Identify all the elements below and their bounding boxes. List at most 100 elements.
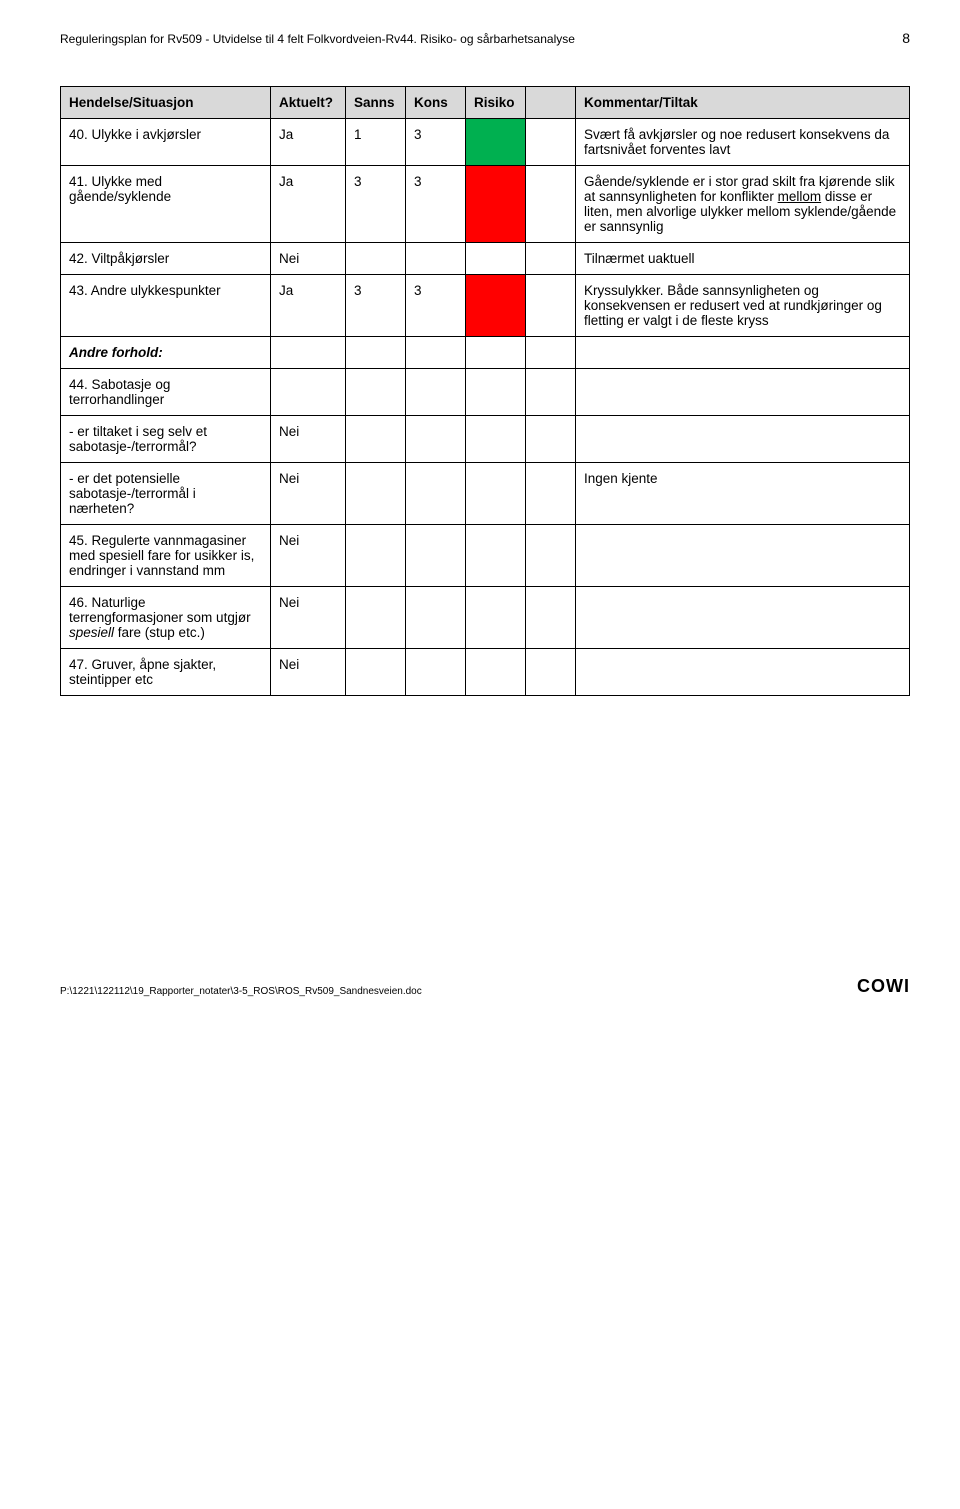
row-aktuelt: Nei (271, 416, 346, 463)
row-kommentar (576, 587, 910, 649)
row-sanns (346, 243, 406, 275)
row-kommentar (576, 416, 910, 463)
page-number: 8 (902, 30, 910, 46)
row-kommentar: Ingen kjente (576, 463, 910, 525)
th-empty (526, 87, 576, 119)
row-risiko-color (466, 166, 526, 243)
row-aktuelt: Nei (271, 243, 346, 275)
row-risiko-color (466, 243, 526, 275)
table-row: Andre forhold: (61, 337, 910, 369)
table-row: 44. Sabotasje og terrorhandlinger (61, 369, 910, 416)
row-sanns (346, 649, 406, 696)
row-empty (526, 166, 576, 243)
row-empty (526, 649, 576, 696)
footer-path: P:\1221\122112\19_Rapporter_notater\3-5_… (60, 986, 422, 997)
row-sanns: 1 (346, 119, 406, 166)
table-row: - er tiltaket i seg selv et sabotasje-/t… (61, 416, 910, 463)
row-label: 46. Naturlige terrengformasjoner som utg… (61, 587, 271, 649)
row-kommentar: Svært få avkjørsler og noe redusert kons… (576, 119, 910, 166)
row-label: 42. Viltpåkjørsler (61, 243, 271, 275)
table-row: 46. Naturlige terrengformasjoner som utg… (61, 587, 910, 649)
row-empty (526, 463, 576, 525)
row-kons (406, 416, 466, 463)
th-risiko: Risiko (466, 87, 526, 119)
row-label: 40. Ulykke i avkjørsler (61, 119, 271, 166)
row-aktuelt: Nei (271, 587, 346, 649)
row-aktuelt: Nei (271, 463, 346, 525)
row-kons: 3 (406, 275, 466, 337)
page: Reguleringsplan for Rv509 - Utvidelse ti… (0, 0, 960, 716)
row-label: - er tiltaket i seg selv et sabotasje-/t… (61, 416, 271, 463)
table-header-row: Hendelse/Situasjon Aktuelt? Sanns Kons R… (61, 87, 910, 119)
empty-cell (466, 337, 526, 369)
row-kommentar: Kryssulykker. Både sannsynligheten og ko… (576, 275, 910, 337)
row-kons (406, 649, 466, 696)
row-kons: 3 (406, 166, 466, 243)
row-aktuelt: Nei (271, 525, 346, 587)
row-kons (406, 369, 466, 416)
row-label: - er det potensielle sabotasje-/terrormå… (61, 463, 271, 525)
footer-logo: COWI (857, 976, 910, 997)
risk-table: Hendelse/Situasjon Aktuelt? Sanns Kons R… (60, 86, 910, 696)
row-sanns (346, 369, 406, 416)
row-kommentar: Tilnærmet uaktuell (576, 243, 910, 275)
row-empty (526, 525, 576, 587)
row-empty (526, 243, 576, 275)
row-sanns (346, 416, 406, 463)
row-sanns: 3 (346, 275, 406, 337)
row-label: 41. Ulykke med gående/syklende (61, 166, 271, 243)
table-row: 47. Gruver, åpne sjakter, steintipper et… (61, 649, 910, 696)
table-row: - er det potensielle sabotasje-/terrormå… (61, 463, 910, 525)
empty-cell (406, 337, 466, 369)
th-hendelse: Hendelse/Situasjon (61, 87, 271, 119)
row-label: 45. Regulerte vannmagasiner med spesiell… (61, 525, 271, 587)
footer: P:\1221\122112\19_Rapporter_notater\3-5_… (0, 976, 960, 1017)
row-empty (526, 587, 576, 649)
row-risiko-color (466, 525, 526, 587)
row-sanns (346, 463, 406, 525)
empty-cell (576, 337, 910, 369)
row-empty (526, 416, 576, 463)
section-cell: Andre forhold: (61, 337, 271, 369)
row-sanns (346, 587, 406, 649)
th-sanns: Sanns (346, 87, 406, 119)
row-label: 43. Andre ulykkespunkter (61, 275, 271, 337)
row-empty (526, 119, 576, 166)
row-aktuelt: Nei (271, 649, 346, 696)
row-kommentar: Gående/syklende er i stor grad skilt fra… (576, 166, 910, 243)
table-row: 42. ViltpåkjørslerNei Tilnærmet uaktuell (61, 243, 910, 275)
table-row: 45. Regulerte vannmagasiner med spesiell… (61, 525, 910, 587)
row-kons (406, 525, 466, 587)
row-empty (526, 369, 576, 416)
table-body: 40. Ulykke i avkjørslerJa13Svært få avkj… (61, 119, 910, 696)
row-kommentar (576, 649, 910, 696)
row-risiko-color (466, 119, 526, 166)
doc-header: Reguleringsplan for Rv509 - Utvidelse ti… (60, 32, 575, 46)
row-sanns (346, 525, 406, 587)
th-kons: Kons (406, 87, 466, 119)
row-label: 47. Gruver, åpne sjakter, steintipper et… (61, 649, 271, 696)
row-risiko-color (466, 369, 526, 416)
empty-cell (271, 337, 346, 369)
row-aktuelt: Ja (271, 119, 346, 166)
th-aktuelt: Aktuelt? (271, 87, 346, 119)
table-row: 41. Ulykke med gående/syklendeJa33Gående… (61, 166, 910, 243)
row-kons (406, 587, 466, 649)
th-kommentar: Kommentar/Tiltak (576, 87, 910, 119)
row-risiko-color (466, 275, 526, 337)
row-risiko-color (466, 463, 526, 525)
row-label: 44. Sabotasje og terrorhandlinger (61, 369, 271, 416)
table-row: 43. Andre ulykkespunkterJa33Kryssulykker… (61, 275, 910, 337)
row-risiko-color (466, 649, 526, 696)
row-kommentar (576, 369, 910, 416)
empty-cell (526, 337, 576, 369)
row-aktuelt: Ja (271, 166, 346, 243)
row-aktuelt: Ja (271, 275, 346, 337)
row-empty (526, 275, 576, 337)
row-kons (406, 463, 466, 525)
table-row: 40. Ulykke i avkjørslerJa13Svært få avkj… (61, 119, 910, 166)
row-sanns: 3 (346, 166, 406, 243)
row-risiko-color (466, 587, 526, 649)
row-kons (406, 243, 466, 275)
row-kommentar (576, 525, 910, 587)
